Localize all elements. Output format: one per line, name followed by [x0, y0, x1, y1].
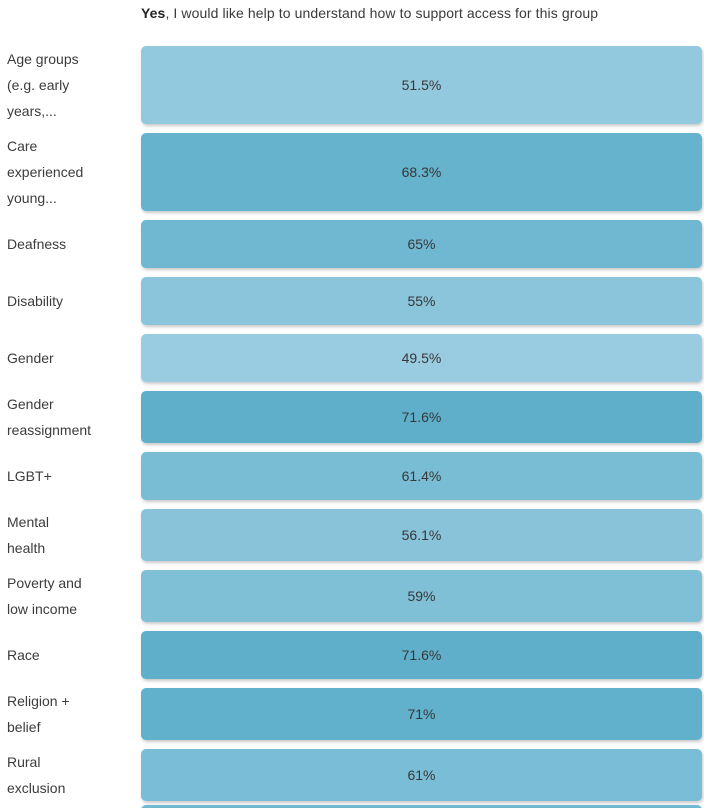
- chart-row: Age groups (e.g. early years,... 51.5%: [0, 46, 704, 124]
- category-label: Age groups (e.g. early years,...: [7, 51, 79, 119]
- chart-title: Yes, I would like help to understand how…: [141, 4, 704, 23]
- bar-value-label: 56.1%: [401, 527, 442, 543]
- bar-rural-exclusion[interactable]: 61%: [141, 749, 702, 801]
- bar-value-label: 71.6%: [401, 409, 442, 425]
- category-label: Care experienced young...: [7, 138, 84, 206]
- chart-row: Race 71.6%: [0, 631, 704, 679]
- chart-row: Gender reassignment 71.6%: [0, 391, 704, 443]
- bar-value-label: 71%: [407, 706, 436, 722]
- bar-race[interactable]: 71.6%: [141, 631, 702, 679]
- chart-row: Mental health 56.1%: [0, 509, 704, 561]
- bar-mental-health[interactable]: 56.1%: [141, 509, 702, 561]
- bar-value-label: 71.6%: [401, 647, 442, 663]
- category-label: Race: [7, 647, 40, 663]
- bar-value-label: 55%: [407, 293, 436, 309]
- bar-care-experienced[interactable]: 68.3%: [141, 133, 702, 211]
- bar-value-label: 65%: [407, 236, 436, 252]
- chart-row: Poverty and low income 59%: [0, 570, 704, 622]
- bar-age-groups[interactable]: 51.5%: [141, 46, 702, 124]
- category-label: Gender: [7, 350, 54, 366]
- category-label: Gender reassignment: [7, 396, 92, 438]
- bar-deafness[interactable]: 65%: [141, 220, 702, 268]
- chart-row: Deafness 65%: [0, 220, 704, 268]
- chart-title-bold: Yes: [141, 5, 166, 21]
- bar-value-label: 59%: [407, 588, 436, 604]
- bar-religion-belief[interactable]: 71%: [141, 688, 702, 740]
- chart-row: Gender 49.5%: [0, 334, 704, 382]
- category-label: LGBT+: [7, 468, 52, 484]
- bar-partial-next[interactable]: [141, 805, 702, 808]
- category-label: Deafness: [7, 236, 67, 252]
- bar-disability[interactable]: 55%: [141, 277, 702, 325]
- bar-lgbt[interactable]: 61.4%: [141, 452, 702, 500]
- bar-poverty-low-income[interactable]: 59%: [141, 570, 702, 622]
- chart-row: Religion + belief 71%: [0, 688, 704, 740]
- bar-value-label: 61%: [407, 767, 436, 783]
- category-label: Rural exclusion: [7, 754, 66, 796]
- bar-gender-reassignment[interactable]: 71.6%: [141, 391, 702, 443]
- category-label: Disability: [7, 293, 64, 309]
- category-label: Poverty and low income: [7, 575, 82, 617]
- bar-value-label: 49.5%: [401, 350, 442, 366]
- category-label: Mental health: [7, 514, 50, 556]
- chart-row: Care experienced young... 68.3%: [0, 133, 704, 211]
- category-label: Religion + belief: [7, 693, 70, 735]
- chart-row: LGBT+ 61.4%: [0, 452, 704, 500]
- bar-value-label: 51.5%: [401, 77, 442, 93]
- chart-title-rest: , I would like help to understand how to…: [165, 5, 599, 21]
- bar-value-label: 68.3%: [401, 164, 442, 180]
- chart-row-partial: [0, 805, 704, 808]
- chart-row: Disability 55%: [0, 277, 704, 325]
- bar-gender[interactable]: 49.5%: [141, 334, 702, 382]
- bar-value-label: 61.4%: [401, 468, 442, 484]
- chart-row: Rural exclusion 61%: [0, 749, 704, 801]
